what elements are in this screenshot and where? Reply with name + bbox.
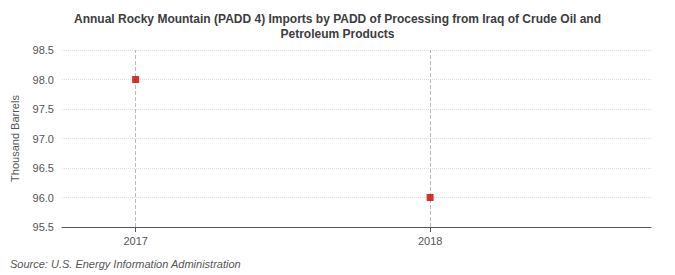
svg-text:96.5: 96.5 [33,162,54,174]
svg-text:97.5: 97.5 [33,103,54,115]
svg-text:98.0: 98.0 [33,74,54,86]
svg-text:2018: 2018 [418,235,442,247]
svg-text:Source: U.S. Energy Informatio: Source: U.S. Energy Information Administ… [10,258,241,270]
svg-text:Annual Rocky Mountain (PADD 4): Annual Rocky Mountain (PADD 4) Imports b… [74,12,601,26]
svg-text:96.0: 96.0 [33,192,54,204]
svg-text:97.0: 97.0 [33,133,54,145]
svg-text:Thousand Barrels: Thousand Barrels [9,95,21,182]
svg-text:2017: 2017 [123,235,147,247]
svg-text:95.5: 95.5 [33,221,54,233]
svg-text:Petroleum Products: Petroleum Products [280,27,394,41]
svg-text:98.5: 98.5 [33,44,54,56]
